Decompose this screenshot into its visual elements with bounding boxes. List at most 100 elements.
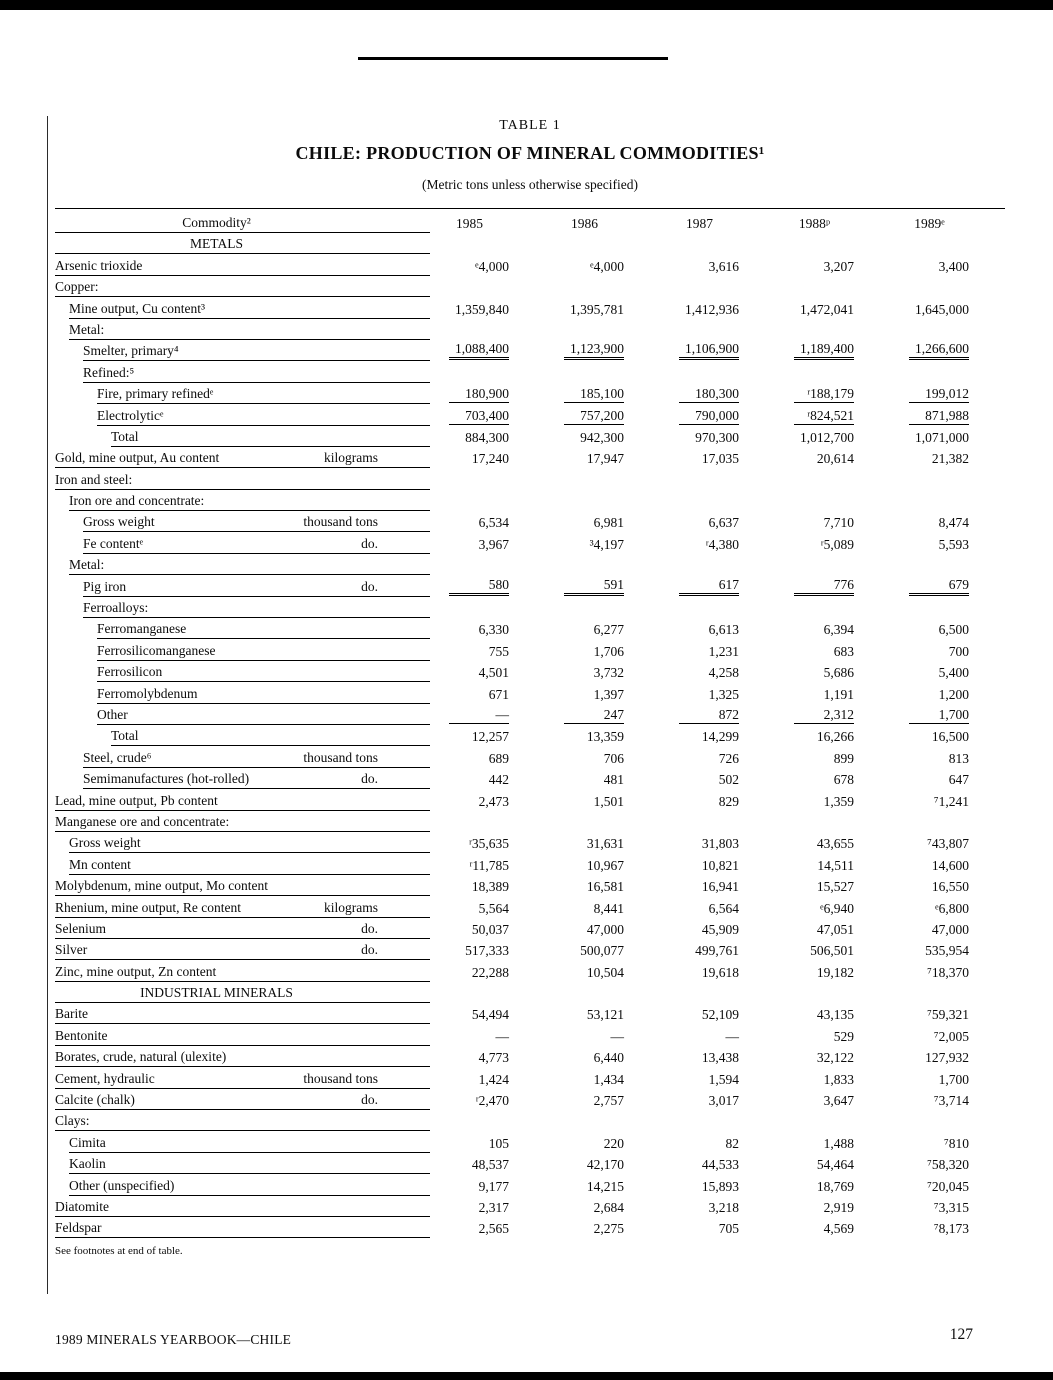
- value-cell: 18,769: [775, 1174, 890, 1195]
- row-label: Fire, primary refinedᵉ: [97, 386, 214, 402]
- value-cell: 8,474: [890, 511, 1005, 532]
- row-label-cell: Pig iron do.: [55, 575, 430, 597]
- value: 6,440: [593, 1050, 624, 1066]
- table-row: Fe contentᵉ do. 3,967 ³4,197 ʳ4,380 ʳ5,089 5,5…: [55, 532, 1005, 554]
- value-cell: 1,397: [545, 682, 660, 703]
- value-cell: 790,000: [660, 404, 775, 425]
- value: 54,494: [471, 1007, 509, 1023]
- value-cell: 2,919: [775, 1196, 890, 1217]
- value: —: [495, 1028, 510, 1044]
- value-cell: [545, 276, 660, 297]
- row-label: Total: [111, 428, 139, 444]
- value-cell: 45,909: [660, 918, 775, 939]
- value: ʳ2,470: [475, 1093, 509, 1109]
- row-unit: do.: [361, 535, 378, 551]
- value-cell: 499,761: [660, 939, 775, 960]
- value-cell: 871,988: [890, 404, 1005, 425]
- value: 18,769: [816, 1178, 854, 1194]
- table-number-label: TABLE 1: [499, 118, 561, 133]
- table-row: Cimita 105 220 82 1,488 ⁷810: [55, 1131, 1005, 1153]
- value: 6,613: [708, 622, 739, 638]
- row-label-cell: Gross weight: [55, 832, 430, 854]
- row-label: Borates, crude, natural (ulexite): [55, 1049, 227, 1065]
- value-cell: ʳ11,785: [430, 853, 545, 874]
- row-label: Bentonite: [55, 1027, 108, 1043]
- value-cell: [660, 811, 775, 832]
- value-cell: 3,400: [890, 254, 1005, 275]
- value-cell: [430, 319, 545, 340]
- value: 15,527: [816, 879, 854, 895]
- row-label-cell: Lead, mine output, Pb content: [55, 789, 430, 811]
- value-cell: 31,803: [660, 832, 775, 853]
- value: 1,088,400: [449, 341, 509, 361]
- value: ⁷59,321: [927, 1007, 969, 1023]
- row-label: Feldspar: [55, 1220, 102, 1236]
- value: 9,177: [478, 1178, 509, 1194]
- value: 3,647: [823, 1093, 854, 1109]
- value-cell: 6,564: [660, 896, 775, 917]
- value-cell: [545, 1110, 660, 1131]
- table-row: Diatomite 2,317 2,684 3,218 2,919 ⁷3,315: [55, 1196, 1005, 1217]
- row-label-cell: Gross weight thousand tons: [55, 511, 430, 533]
- value: 700: [948, 643, 969, 659]
- value: 1,424: [478, 1071, 509, 1087]
- row-label-cell: Kaolin: [55, 1153, 430, 1175]
- value-cell: 1,189,400: [775, 340, 890, 361]
- table-row: Ferroalloys:: [55, 597, 1005, 619]
- table-row: Gross weight ʳ35,635 31,631 31,803 43,655 ⁷43…: [55, 832, 1005, 854]
- value-cell: 3,207: [775, 254, 890, 275]
- value: 6,277: [593, 622, 624, 638]
- value-cell: [545, 982, 660, 1003]
- row-label: Ferromolybdenum: [97, 685, 198, 701]
- row-unit: thousand tons: [303, 749, 378, 765]
- row-label-cell: Cement, hydraulic thousand tons: [55, 1067, 430, 1089]
- value: 8,441: [593, 900, 624, 916]
- value-cell: 9,177: [430, 1174, 545, 1195]
- value-cell: [890, 490, 1005, 511]
- value: 3,218: [708, 1199, 739, 1215]
- row-label: Ferroalloys:: [83, 600, 149, 616]
- value-cell: 43,655: [775, 832, 890, 853]
- value-cell: 4,258: [660, 661, 775, 682]
- row-label-cell: Molybdenum, mine output, Mo content: [55, 875, 430, 897]
- value-cell: 6,394: [775, 618, 890, 639]
- value: 1,645,000: [915, 301, 969, 317]
- row-label: Gross weight: [83, 514, 155, 530]
- year-header-cell: 1986: [545, 209, 660, 233]
- value: 1,488: [823, 1135, 854, 1151]
- value: 8,474: [938, 515, 969, 531]
- table-row: Kaolin 48,537 42,170 44,533 54,464 ⁷58,320: [55, 1153, 1005, 1175]
- value-cell: [890, 811, 1005, 832]
- value: 970,300: [695, 429, 739, 445]
- value: ʳ188,179: [794, 386, 854, 404]
- value-cell: 47,000: [890, 918, 1005, 939]
- value-cell: 43,135: [775, 1003, 890, 1024]
- value: 127,932: [925, 1050, 969, 1066]
- value: 17,240: [471, 451, 509, 467]
- row-label-cell: Cimita: [55, 1131, 430, 1153]
- value-cell: 6,534: [430, 511, 545, 532]
- value: 6,330: [478, 622, 509, 638]
- value: 1,189,400: [794, 341, 854, 361]
- table-row: Pig iron do. 580 591 617 776 679: [55, 575, 1005, 597]
- value-cell: 705: [660, 1217, 775, 1238]
- row-label: Ferrosilicomanganese: [97, 642, 216, 658]
- row-label: Selenium: [55, 920, 106, 936]
- value: 2,312: [794, 707, 854, 724]
- value-cell: 13,359: [545, 725, 660, 746]
- year-header-cell: 1988ᵖ: [775, 209, 890, 233]
- row-label-cell: Electrolyticᵉ: [55, 404, 430, 426]
- value: 499,761: [695, 943, 739, 959]
- value-cell: [775, 811, 890, 832]
- table-row: Lead, mine output, Pb content 2,473 1,501 8…: [55, 789, 1005, 811]
- value: 53,121: [586, 1007, 624, 1023]
- value: 1,833: [823, 1071, 854, 1087]
- value-cell: [545, 319, 660, 340]
- value-cell: 884,300: [430, 426, 545, 447]
- row-label: Arsenic trioxide: [55, 257, 143, 273]
- value: 2,919: [823, 1199, 854, 1215]
- value: 44,533: [701, 1157, 739, 1173]
- value: 679: [909, 577, 969, 596]
- value-cell: 16,550: [890, 875, 1005, 896]
- value-cell: 1,088,400: [430, 340, 545, 361]
